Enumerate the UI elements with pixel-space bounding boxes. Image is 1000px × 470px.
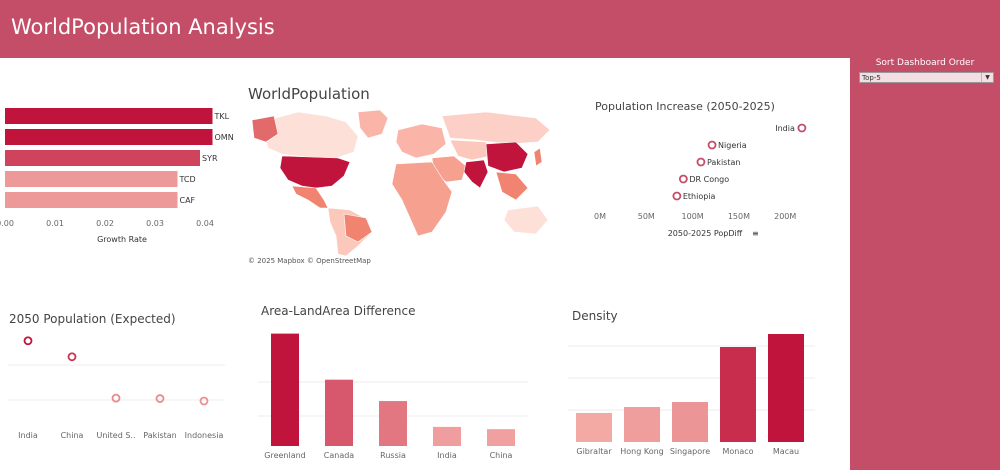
density-category-label: Hong Kong xyxy=(620,447,664,456)
area-bar xyxy=(271,333,299,446)
density-category-label: Gibraltar xyxy=(576,447,612,456)
density-category-label: Singapore xyxy=(670,447,710,456)
map-region-central-asia xyxy=(449,139,491,161)
pop2050-point xyxy=(155,394,165,403)
growth-bar xyxy=(5,129,213,145)
filter-panel: Sort Dashboard Order Top-5 ▼ xyxy=(850,58,1000,470)
growth-bar-label: CAF xyxy=(180,196,196,205)
map-region-usa xyxy=(279,155,351,189)
area-category-label: China xyxy=(490,451,513,460)
population-2050-chart: 2050 Population (Expected) India China Unit… xyxy=(8,312,225,440)
area-bar xyxy=(379,401,407,446)
increase-point-label: India xyxy=(775,124,795,133)
map-title: WorldPopulation xyxy=(248,85,370,103)
growth-rate-chart: TKL OMN SYR TCD CAF 0.00 0.01 0.02 0.03 0.04 Growt… xyxy=(0,108,234,244)
increase-point-label: DR Congo xyxy=(689,175,729,184)
chevron-down-icon[interactable]: ▼ xyxy=(981,73,993,82)
map-region-africa xyxy=(391,161,453,237)
growth-tick-label: 0.01 xyxy=(46,219,64,228)
area-title: Area-LandArea Difference xyxy=(261,304,416,318)
growth-tick-label: 0.00 xyxy=(0,219,14,228)
map-region-australia xyxy=(503,205,549,235)
pop2050-category-label: China xyxy=(61,431,84,440)
increase-tick-label: 50M xyxy=(638,212,655,221)
increase-point xyxy=(672,191,682,201)
area-category-label: Russia xyxy=(380,451,406,460)
growth-axis-label: Growth Rate xyxy=(97,235,147,244)
area-category-label: India xyxy=(437,451,457,460)
growth-tick-label: 0.04 xyxy=(196,219,214,228)
area-category-label: Canada xyxy=(324,451,355,460)
pop2050-category-label: Pakistan xyxy=(143,431,177,440)
growth-tick-label: 0.02 xyxy=(96,219,114,228)
map-region-russia xyxy=(441,111,551,145)
density-bar xyxy=(768,334,804,442)
pop2050-point xyxy=(67,352,77,362)
pop2050-title: 2050 Population (Expected) xyxy=(9,312,176,326)
map-region-europe xyxy=(395,123,447,159)
growth-bar-label: TKL xyxy=(214,112,230,121)
growth-bar-label: OMN xyxy=(215,133,234,142)
increase-point xyxy=(797,123,807,133)
map-region-brazil xyxy=(343,213,373,243)
pop2050-point xyxy=(111,393,121,403)
density-bar xyxy=(624,407,660,442)
map-credit: © 2025 Mapbox © OpenStreetMap xyxy=(248,257,371,265)
increase-tick-label: 0M xyxy=(594,212,606,221)
increase-point-label: Nigeria xyxy=(718,141,747,150)
increase-point xyxy=(696,157,706,167)
map-region-se-asia xyxy=(495,171,529,201)
pop2050-category-label: Indonesia xyxy=(185,431,224,440)
growth-bar-label: SYR xyxy=(202,154,218,163)
area-difference-chart: Area-LandArea Difference Greenland Canada R… xyxy=(258,304,528,460)
map-region-greenland xyxy=(357,109,389,139)
pop2050-category-label: India xyxy=(18,431,38,440)
sort-icon: ≡ xyxy=(752,229,759,238)
density-bar xyxy=(672,402,708,442)
pop2050-category-label: United S.. xyxy=(97,431,136,440)
sort-dropdown[interactable]: Top-5 ▼ xyxy=(859,72,994,83)
dashboard-title: WorldPopulation Analysis xyxy=(11,15,275,39)
area-bar xyxy=(487,429,515,446)
growth-bar xyxy=(5,192,178,208)
map-region-japan xyxy=(533,147,543,167)
density-title: Density xyxy=(572,309,618,323)
pop2050-point xyxy=(23,336,33,346)
density-chart: Density Gibraltar Hong Kong Singapore Monaco… xyxy=(568,309,815,456)
increase-point xyxy=(707,140,717,150)
density-bar xyxy=(720,347,756,442)
area-category-label: Greenland xyxy=(264,451,306,460)
increase-tick-label: 200M xyxy=(774,212,796,221)
increase-point xyxy=(678,174,688,184)
sort-label: Sort Dashboard Order xyxy=(875,58,975,68)
area-bar xyxy=(433,426,461,446)
map-region-mexico xyxy=(291,185,329,209)
map-region-india xyxy=(463,159,489,189)
map-region-china xyxy=(485,141,529,173)
increase-point-label: Pakistan xyxy=(707,158,741,167)
sort-dropdown-value: Top-5 xyxy=(862,74,881,82)
density-category-label: Macau xyxy=(773,447,799,456)
growth-bar xyxy=(5,108,213,124)
world-map[interactable] xyxy=(246,108,556,256)
pop2050-point xyxy=(199,396,209,406)
density-category-label: Monaco xyxy=(722,447,753,456)
increase-tick-label: 100M xyxy=(682,212,704,221)
increase-tick-label: 150M xyxy=(728,212,750,221)
density-bar xyxy=(576,413,612,442)
increase-title: Population Increase (2050-2025) xyxy=(595,100,775,113)
increase-point-label: Ethiopia xyxy=(683,192,716,201)
growth-bar xyxy=(5,171,178,187)
header-banner: WorldPopulation Analysis xyxy=(0,0,1000,58)
map-region-alaska xyxy=(251,115,279,143)
growth-tick-label: 0.03 xyxy=(146,219,164,228)
increase-axis-label: 2050-2025 PopDiff xyxy=(668,229,743,238)
growth-bar xyxy=(5,150,200,166)
growth-bar-label: TCD xyxy=(179,175,196,184)
area-bar xyxy=(325,379,353,446)
population-increase-chart: Population Increase (2050-2025) India Nige… xyxy=(594,100,807,238)
